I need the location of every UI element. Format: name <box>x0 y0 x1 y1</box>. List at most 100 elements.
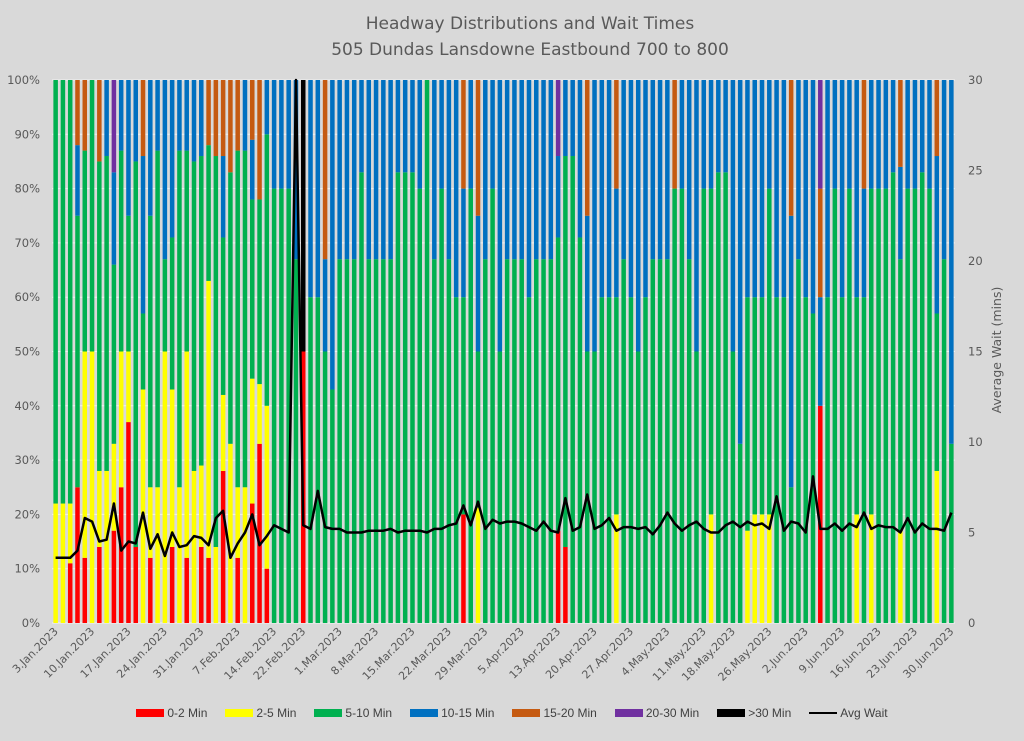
bar-segment-10-15-min <box>417 80 423 189</box>
bar-segment-10-15-min <box>890 80 896 173</box>
legend-item: 2-5 Min <box>225 706 296 720</box>
bar-segment-5-10-min <box>548 259 554 623</box>
bar-segment-0-2-min <box>111 530 117 623</box>
y-tick-label: 40% <box>14 399 40 413</box>
bar-segment-5-10-min <box>919 172 925 623</box>
bar-segment-5-10-min <box>446 259 452 623</box>
legend: 0-2 Min 2-5 Min 5-10 Min 10-15 Min 15-20 Min… <box>0 706 1024 720</box>
bar-segment-15-20-min <box>75 80 80 146</box>
legend-label: 5-10 Min <box>345 706 393 720</box>
bar-segment-10-15-min <box>126 80 131 216</box>
bar-segment-5-10-min <box>133 161 139 547</box>
bar-segment-5-10-min <box>402 172 408 623</box>
bar-segment-0-2-min <box>199 546 204 623</box>
bar-segment-10-15-min <box>774 80 779 298</box>
bar-segment-10-15-min <box>621 80 626 260</box>
y-tick-label: 80% <box>14 182 40 196</box>
chart-subtitle: 505 Dundas Lansdowne Eastbound 700 to 80… <box>331 40 729 60</box>
bar-segment-5-10-min <box>257 199 262 385</box>
bar-segment-2-5-min <box>104 470 109 623</box>
bar-segment-0-2-min <box>67 563 73 623</box>
bar-segment-2-5-min <box>708 514 714 623</box>
bar-segment-10-15-min <box>75 145 80 216</box>
bar-segment-5-10-min <box>912 188 918 623</box>
bar-segment-5-10-min <box>854 297 859 515</box>
bar-segment-5-10-min <box>592 351 597 623</box>
bar-segment-0-2-min <box>184 557 189 623</box>
bar-segment-15-20-min <box>97 80 102 162</box>
legend-swatch <box>614 709 643 717</box>
bar-segment-10-15-min <box>512 80 517 260</box>
bar-segment-15-20-min <box>614 80 619 189</box>
bar-segment-10-15-min <box>941 80 947 260</box>
bar-segment-5-10-min <box>206 145 211 281</box>
bar-segment-5-10-min <box>140 313 146 390</box>
bar-segment-2-5-min <box>614 514 619 623</box>
bar-segment-2-5-min <box>162 351 168 623</box>
y2-axis-label: Average Wait (mins) <box>989 287 1004 414</box>
y-axis-ticks: 0% 10% 20% 30% 40% 50% 60% 70% 80% 90% 100% <box>7 73 40 630</box>
bar-segment-5-10-min <box>395 172 401 623</box>
bar-segment-5-10-min <box>803 297 808 623</box>
bar-segment-5-10-min <box>526 297 532 623</box>
legend-item: 5-10 Min <box>314 706 392 720</box>
bar-segment-10-15-min <box>337 80 342 260</box>
bar-segment-10-15-min <box>592 80 597 352</box>
bar-segment-5-10-min <box>599 297 605 623</box>
bar-segment-15-20-min <box>584 80 590 216</box>
bar-segment-2-5-min <box>89 351 95 623</box>
bar-segment-20-30-min <box>555 80 561 157</box>
y2-tick-label: 25 <box>968 164 983 178</box>
bars <box>53 80 954 623</box>
bar-segment-2-5-min <box>53 503 58 623</box>
bar-segment-15-20-min <box>220 80 226 157</box>
bar-segment-10-15-min <box>155 80 160 151</box>
y2-tick-label: 15 <box>968 345 983 359</box>
bar-segment-10-15-min <box>162 80 168 260</box>
bar-segment-5-10-min <box>883 188 889 623</box>
bar-segment-5-10-min <box>264 134 270 406</box>
bar-segment-5-10-min <box>898 259 903 531</box>
y-tick-label: 90% <box>14 127 40 141</box>
bar-segment-10-15-min <box>788 215 794 488</box>
bar-segment-5-10-min <box>60 80 66 504</box>
bar-segment-0-2-min <box>235 557 240 623</box>
bar-segment-20-30-min <box>818 80 823 189</box>
bar-segment-5-10-min <box>934 313 940 471</box>
bar-segment-5-10-min <box>534 259 539 623</box>
bar-segment-5-10-min <box>606 297 612 623</box>
bar-segment-10-15-min <box>716 80 721 173</box>
bar-segment-10-15-min <box>177 80 182 151</box>
bar-segment-5-10-min <box>577 237 583 623</box>
bar-segment-10-15-min <box>118 80 124 151</box>
bar-segment-5-10-min <box>810 313 816 623</box>
bar-segment-2-5-min <box>191 470 197 623</box>
bar-segment-15-20-min <box>235 80 240 151</box>
legend-item: Avg Wait <box>809 706 888 720</box>
bar-segment-10-15-min <box>373 80 379 260</box>
bar-segment-10-15-min <box>665 80 670 260</box>
legend-swatch <box>410 709 439 717</box>
bar-segment-0-2-min <box>126 422 131 623</box>
bar-segment-15-20-min <box>206 80 211 146</box>
y2-tick-label: 0 <box>968 616 975 630</box>
bar-segment-10-15-min <box>344 80 350 260</box>
bar-segment-5-10-min <box>839 297 845 623</box>
bar-segment-10-15-min <box>286 80 291 189</box>
y-tick-label: 10% <box>14 562 40 576</box>
bar-segment-10-15-min <box>701 80 707 189</box>
bar-segment-2-5-min <box>155 487 160 623</box>
bar-segment-5-10-min <box>679 188 685 623</box>
bar-segment-10-15-min <box>184 80 189 151</box>
bar-segment-5-10-min <box>504 259 510 623</box>
bar-segment-5-10-min <box>519 259 524 623</box>
bar-segment-10-15-min <box>388 80 393 260</box>
bar-segment-5-10-min <box>337 259 342 623</box>
bar-segment-10-15-min <box>854 80 859 298</box>
bar-segment-10-15-min <box>140 156 146 314</box>
bar-segment-5-10-min <box>767 188 772 515</box>
bar-segment-10-15-min <box>169 80 175 238</box>
bar-segment-5-10-min <box>220 237 226 395</box>
bar-segment-10-15-min <box>453 80 459 298</box>
